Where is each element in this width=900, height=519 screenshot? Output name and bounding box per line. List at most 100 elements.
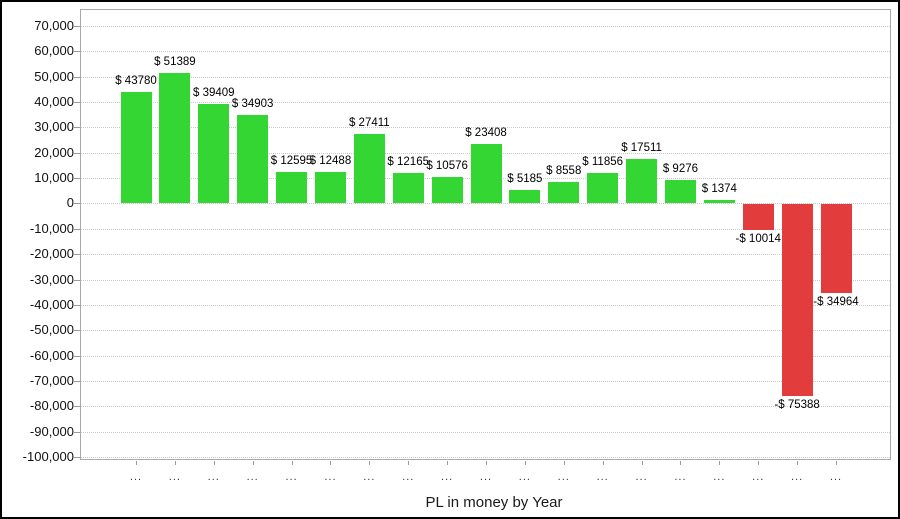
- x-axis-label: ...: [518, 471, 531, 483]
- gridline: [81, 254, 890, 256]
- gridline: [81, 380, 890, 382]
- y-axis-tick: [74, 304, 80, 306]
- bar[interactable]: [664, 179, 696, 204]
- y-axis-tick: [74, 406, 80, 408]
- bar[interactable]: [198, 103, 230, 204]
- x-axis-label: ...: [713, 471, 726, 483]
- y-axis-tick: [74, 127, 80, 129]
- y-axis-label: 10,000: [34, 170, 74, 186]
- gridline: [81, 457, 890, 458]
- y-axis-label: 70,000: [34, 18, 74, 33]
- x-axis-tick: [524, 461, 526, 465]
- x-axis-tick: [563, 461, 565, 465]
- bar-value-label: $ 8558: [546, 164, 582, 177]
- y-axis-tick: [74, 254, 80, 256]
- x-axis-label: ...: [674, 471, 687, 483]
- bar-value-label: $ 51389: [154, 56, 196, 69]
- gridline: [81, 431, 890, 433]
- bar[interactable]: [509, 190, 541, 204]
- y-axis-tick: [74, 51, 80, 53]
- y-axis-tick: [74, 279, 80, 281]
- gridline: [81, 203, 890, 205]
- x-axis-tick: [719, 461, 721, 465]
- bar-value-label: $ 11856: [582, 156, 624, 169]
- x-axis-tick: [330, 461, 332, 465]
- gridline: [81, 26, 890, 27]
- bar-value-label: $ 34903: [231, 97, 274, 110]
- bar[interactable]: [314, 171, 346, 204]
- bar[interactable]: [431, 176, 463, 204]
- x-axis-tick: [369, 461, 371, 465]
- bar[interactable]: [276, 171, 308, 204]
- bar[interactable]: [703, 199, 735, 204]
- bar[interactable]: [237, 114, 269, 204]
- gridline: [81, 76, 890, 78]
- y-axis-label: 50,000: [34, 68, 74, 84]
- bar-value-label: $ 1374: [701, 182, 737, 195]
- bar-value-label: $ 39409: [192, 86, 235, 99]
- y-axis-label: 60,000: [34, 43, 74, 59]
- x-axis-tick: [486, 461, 487, 465]
- x-axis-label: ...: [829, 471, 843, 483]
- y-axis-label: 20,000: [34, 144, 74, 160]
- bar[interactable]: [587, 173, 619, 204]
- bar[interactable]: [470, 144, 502, 204]
- x-axis-tick: [447, 461, 449, 465]
- y-axis-label: -50,000: [29, 322, 74, 338]
- bar-value-label: $ 23408: [465, 127, 507, 140]
- y-axis-tick: [74, 380, 80, 382]
- gridline: [81, 51, 890, 53]
- x-axis-label: ...: [168, 471, 181, 483]
- x-axis-label: ...: [363, 471, 376, 483]
- bar[interactable]: [742, 204, 774, 230]
- y-axis-label: -90,000: [29, 423, 74, 439]
- x-axis-label: ...: [441, 471, 454, 483]
- gridline: [81, 127, 890, 129]
- bar-value-label: $ 10576: [426, 159, 468, 172]
- bar[interactable]: [120, 92, 152, 204]
- y-axis-tick: [74, 26, 80, 27]
- bar[interactable]: [820, 204, 852, 294]
- y-axis-tick: [74, 203, 80, 205]
- y-axis-tick: [74, 431, 80, 433]
- bar-value-label: $ 12165: [387, 155, 430, 168]
- bar-value-label: -$ 75388: [774, 398, 820, 411]
- y-axis-label: -80,000: [29, 398, 74, 414]
- x-axis-tick: [602, 461, 604, 465]
- x-axis-title: PL in money by Year: [425, 494, 563, 511]
- y-axis-tick: [74, 178, 80, 180]
- x-axis-tick: [836, 461, 837, 465]
- gridline: [81, 228, 890, 230]
- x-axis-label: ...: [752, 471, 765, 483]
- y-axis-label: -30,000: [29, 271, 74, 287]
- bar[interactable]: [159, 73, 191, 204]
- x-axis-tick: [136, 461, 137, 465]
- bar[interactable]: [781, 204, 813, 396]
- x-axis-tick: [213, 461, 215, 465]
- y-axis-label: -10,000: [29, 220, 74, 236]
- bar-value-label: $ 9276: [662, 162, 699, 175]
- x-axis-label: ...: [285, 471, 298, 483]
- y-axis-tick: [74, 330, 80, 332]
- x-axis-tick: [408, 461, 410, 465]
- x-axis-tick: [758, 461, 760, 465]
- y-axis-tick: [74, 102, 80, 104]
- x-axis-tick: [291, 461, 293, 465]
- x-axis-label: ...: [479, 471, 493, 483]
- x-axis-tick: [641, 461, 643, 465]
- bar[interactable]: [392, 172, 424, 204]
- bar-value-label: $ 12488: [309, 154, 352, 167]
- y-axis-label: -20,000: [29, 246, 74, 262]
- x-axis-label: ...: [557, 471, 570, 483]
- bar[interactable]: [626, 159, 658, 204]
- y-axis-tick: [74, 457, 80, 458]
- gridline: [81, 102, 890, 104]
- x-axis-label: ...: [635, 471, 648, 483]
- gridline: [81, 279, 890, 281]
- bar[interactable]: [353, 133, 385, 204]
- plot-area: [80, 9, 891, 460]
- bar-value-label: $ 17511: [621, 142, 662, 155]
- gridline: [81, 406, 890, 408]
- bar[interactable]: [548, 181, 580, 204]
- y-axis-label: -70,000: [29, 372, 74, 388]
